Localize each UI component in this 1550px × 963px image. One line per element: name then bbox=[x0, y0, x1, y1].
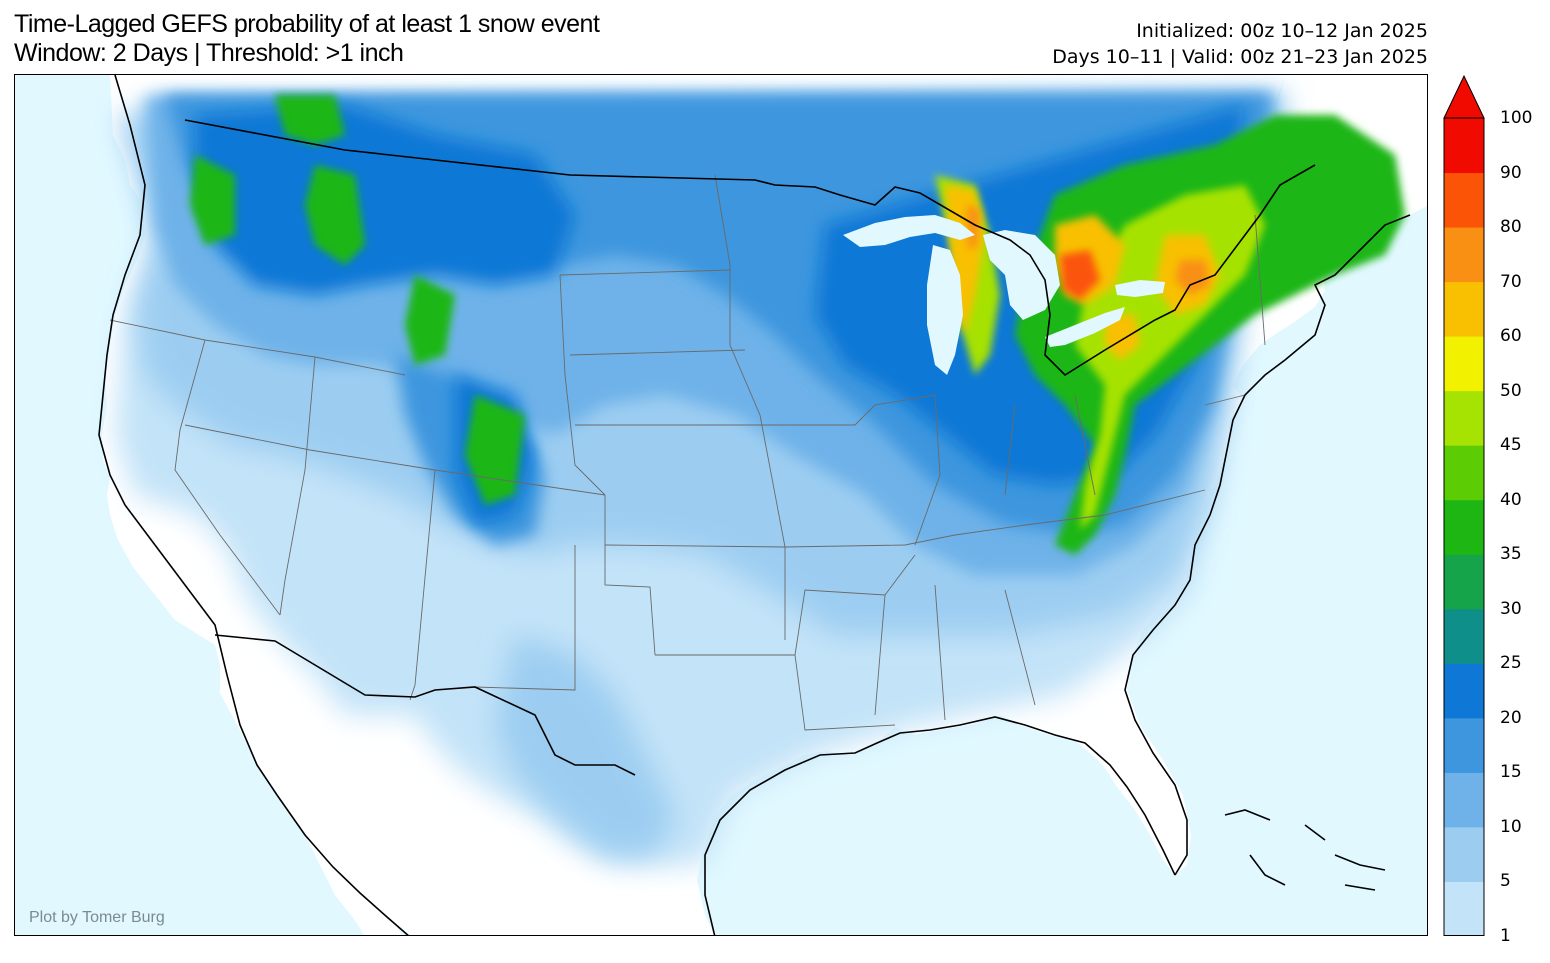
us-mexico-border bbox=[214, 634, 636, 776]
colorbar-segment bbox=[1444, 390, 1484, 446]
colorbar-segment bbox=[1444, 554, 1484, 610]
colorbar-tick-label: 70 bbox=[1500, 271, 1522, 292]
colorbar-extend-arrow bbox=[1443, 74, 1485, 119]
lake-huron bbox=[983, 230, 1060, 320]
probability-fill bbox=[115, 95, 1405, 865]
colorbar-segment bbox=[1444, 445, 1484, 501]
colorbar-segment bbox=[1444, 772, 1484, 828]
baja-california bbox=[220, 635, 402, 935]
colorbar-segment bbox=[1444, 881, 1484, 936]
colorbar-tick-label: 90 bbox=[1500, 162, 1522, 183]
title-block: Time-Lagged GEFS probability of at least… bbox=[14, 10, 600, 68]
colorbar bbox=[1443, 74, 1485, 936]
colorbar-tick-label: 60 bbox=[1500, 326, 1522, 347]
colorbar-segment bbox=[1444, 336, 1484, 392]
colorbar-tick-label: 5 bbox=[1500, 871, 1511, 892]
colorbar-segment bbox=[1444, 826, 1484, 882]
coastlines-borders bbox=[98, 75, 1411, 935]
valid-text: Days 10–11 | Valid: 00z 21–23 Jan 2025 bbox=[1052, 46, 1428, 68]
east-coast bbox=[1124, 214, 1411, 876]
colorbar-tick-label: 80 bbox=[1500, 217, 1522, 238]
colorbar-segment bbox=[1444, 608, 1484, 664]
colorbar-tick-label: 100 bbox=[1500, 108, 1533, 128]
map-panel: Plot by Tomer Burg bbox=[14, 74, 1428, 936]
map-title: Time-Lagged GEFS probability of at least… bbox=[14, 10, 600, 38]
colorbar-segment bbox=[1444, 717, 1484, 773]
colorbar-segment bbox=[1444, 172, 1484, 228]
colorbar-tick-label: 50 bbox=[1500, 380, 1522, 401]
west-coast bbox=[98, 75, 409, 935]
colorbar-tick-label: 25 bbox=[1500, 653, 1522, 674]
colorbar-segment bbox=[1444, 227, 1484, 283]
caribbean-islands bbox=[1224, 809, 1386, 891]
lake-erie bbox=[1045, 307, 1125, 347]
colorbar-segment bbox=[1444, 281, 1484, 337]
colorbar-segment bbox=[1444, 118, 1484, 174]
lake-superior bbox=[843, 215, 975, 247]
us-canada-border bbox=[184, 119, 1316, 377]
colorbar-tick-label: 30 bbox=[1500, 598, 1522, 619]
colorbar-tick-label: 45 bbox=[1500, 435, 1522, 456]
map-subtitle: Window: 2 Days | Threshold: >1 inch bbox=[14, 39, 404, 67]
run-info: Initialized: 00z 10–12 Jan 2025 Days 10–… bbox=[1052, 18, 1428, 70]
lake-ontario bbox=[1115, 280, 1165, 297]
colorbar-tick-label: 20 bbox=[1500, 707, 1522, 728]
state-boundaries bbox=[109, 174, 1266, 731]
level-80-fill bbox=[967, 205, 1210, 300]
colorbar-tick-label: 1 bbox=[1500, 926, 1511, 946]
colorbar-tick-label: 10 bbox=[1500, 816, 1522, 837]
gulf-coast bbox=[704, 716, 1176, 935]
colorbar-segment bbox=[1444, 663, 1484, 719]
colorbar-tick-label: 35 bbox=[1500, 544, 1522, 565]
colorbar-outline bbox=[1443, 117, 1485, 936]
lake-michigan bbox=[927, 245, 963, 375]
colorbar-tick-label: 15 bbox=[1500, 762, 1522, 783]
water-bodies bbox=[843, 215, 1165, 375]
initialized-text: Initialized: 00z 10–12 Jan 2025 bbox=[1136, 20, 1428, 42]
plot-credit: Plot by Tomer Burg bbox=[29, 909, 165, 926]
probability-map bbox=[15, 75, 1427, 935]
colorbar-tick-label: 40 bbox=[1500, 489, 1522, 510]
colorbar-segment bbox=[1444, 499, 1484, 555]
